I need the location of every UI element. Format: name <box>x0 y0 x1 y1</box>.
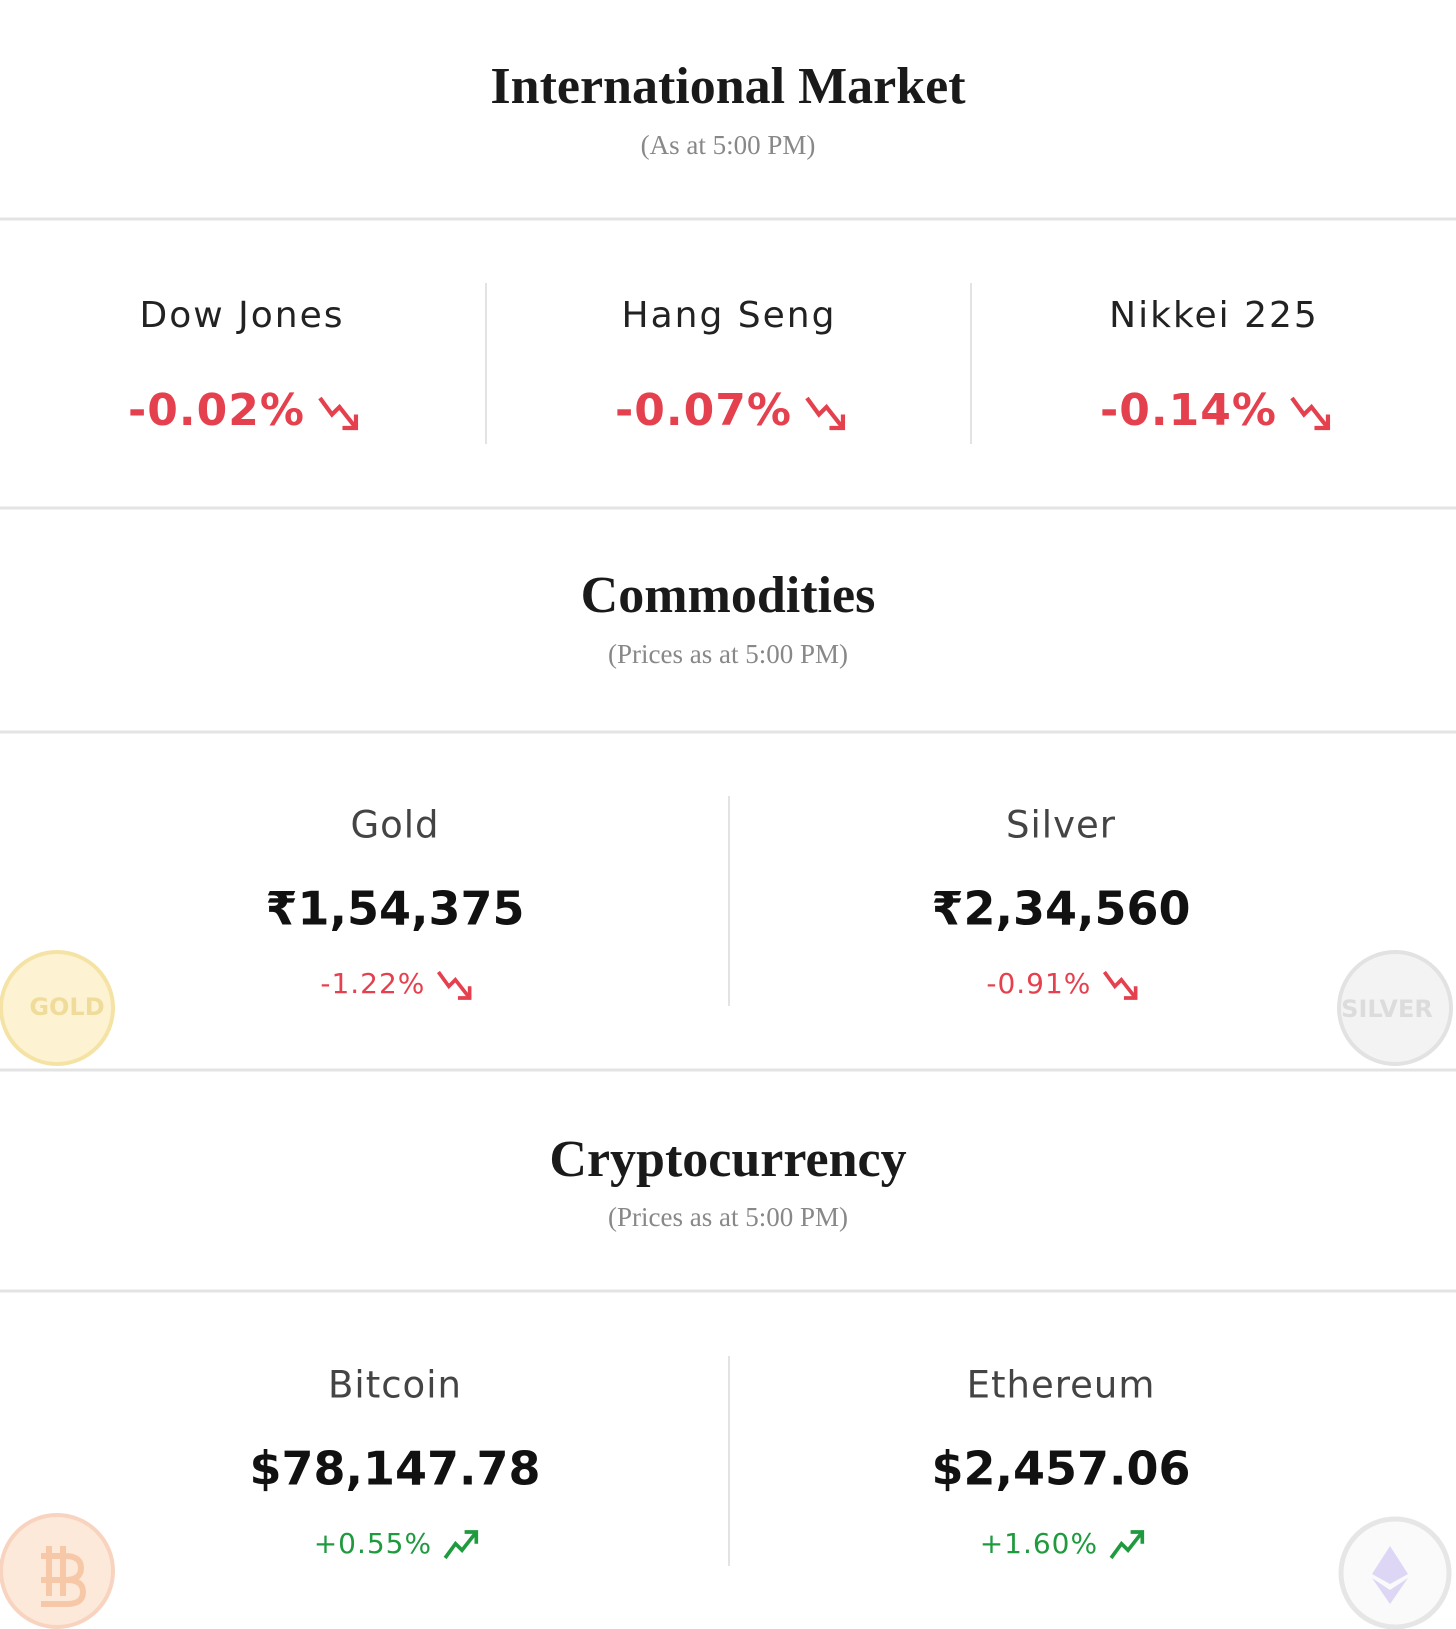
bitcoin-icon <box>41 1546 87 1607</box>
trend-arrow <box>1109 1530 1144 1560</box>
index-name: Hang Seng <box>622 295 837 336</box>
arrow-head <box>1130 1530 1145 1544</box>
trend-arrow <box>318 396 358 430</box>
coin-label: GOLD <box>29 993 104 1021</box>
change: -0.91% <box>986 967 1091 1000</box>
ethereum-icon <box>1372 1546 1408 1604</box>
change: -1.22% <box>320 967 425 1000</box>
asset-name: Gold <box>350 804 439 847</box>
price: ₹2,34,560 <box>932 882 1191 936</box>
bitcoin-coin <box>0 1513 115 1629</box>
section-title: Commodities <box>581 567 876 624</box>
trend-arrow <box>1290 396 1330 430</box>
section-subtitle: (Prices as at 5:00 PM) <box>608 639 848 669</box>
trend-arrow <box>436 970 472 1000</box>
section-subtitle: (Prices as at 5:00 PM) <box>608 1202 848 1232</box>
change: +0.55% <box>314 1527 432 1560</box>
asset-name: Ethereum <box>967 1364 1156 1407</box>
price: $78,147.78 <box>249 1442 540 1496</box>
coin-label: SILVER <box>1341 995 1433 1023</box>
trend-arrow <box>1102 970 1138 1000</box>
change: +1.60% <box>980 1527 1098 1560</box>
asset-name: Silver <box>1006 804 1116 847</box>
section-subtitle: (As at 5:00 PM) <box>641 130 816 160</box>
trend-arrow <box>805 396 845 430</box>
section-title: Cryptocurrency <box>549 1131 906 1188</box>
price: ₹1,54,375 <box>266 882 525 936</box>
change: -0.14% <box>1100 385 1277 436</box>
gold-coin <box>0 950 115 1066</box>
trend-arrow <box>443 1530 478 1560</box>
change: -0.07% <box>615 385 792 436</box>
index-name: Nikkei 225 <box>1109 295 1319 336</box>
asset-name: Bitcoin <box>328 1364 462 1407</box>
arrow-head <box>1123 986 1138 1000</box>
price: $2,457.06 <box>932 1442 1191 1496</box>
arrow-head <box>342 414 359 431</box>
arrow-head <box>464 1530 479 1544</box>
arrow-head <box>457 986 472 1000</box>
change: -0.02% <box>128 385 305 436</box>
index-name: Dow Jones <box>140 295 345 336</box>
section-title: International Market <box>490 58 966 115</box>
silver-coin <box>1337 950 1453 1066</box>
arrow-head <box>1314 414 1331 431</box>
arrow-head <box>829 414 846 431</box>
